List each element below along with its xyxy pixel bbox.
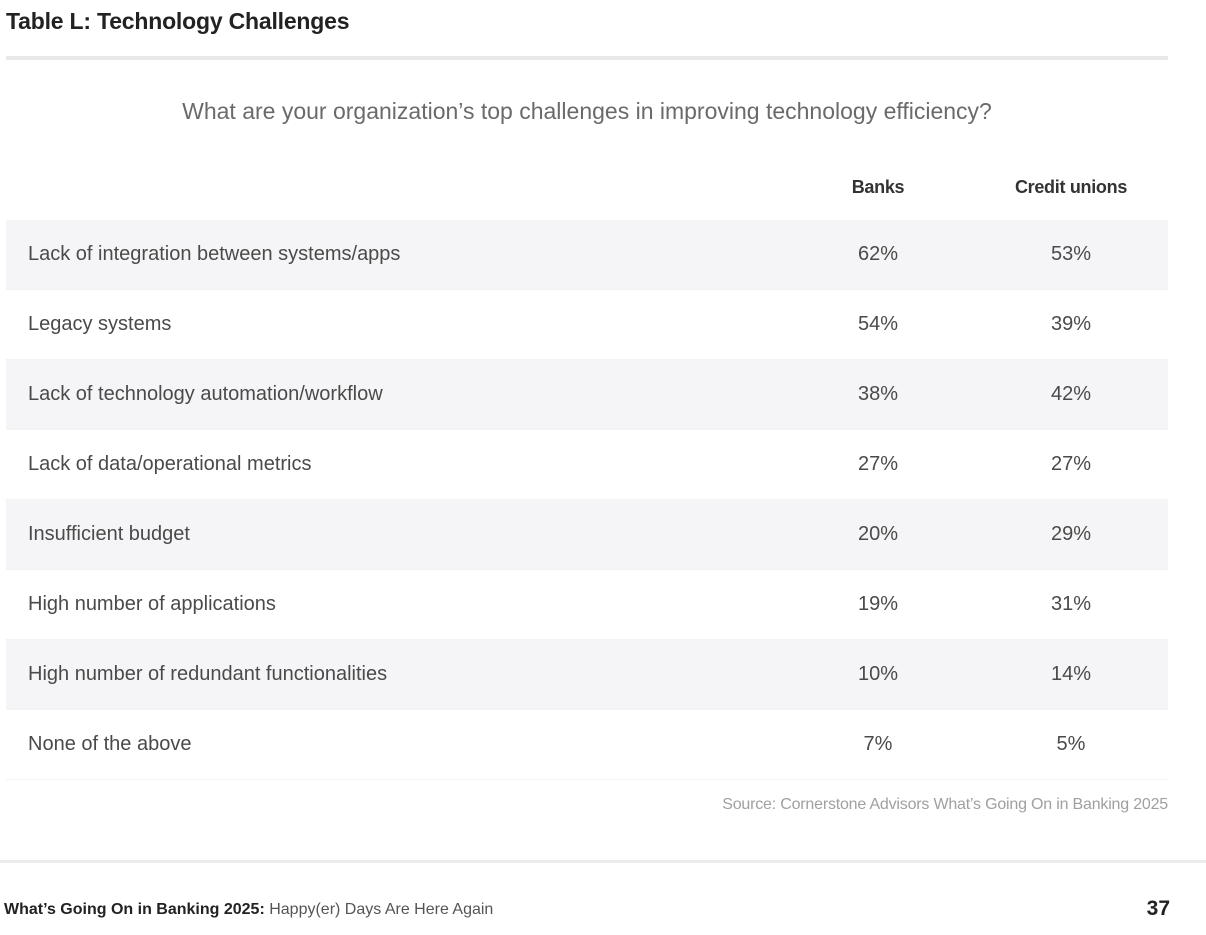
challenges-table: Banks Credit unions Lack of integration … xyxy=(6,168,1168,780)
page-title: Table L: Technology Challenges xyxy=(6,8,350,34)
banks-value: 7% xyxy=(863,733,893,755)
footer-report-title: What’s Going On in Banking 2025: Happy(e… xyxy=(4,901,493,919)
table-row: Insufficient budget 20% 29% xyxy=(6,500,1168,570)
column-header-credit-unions: Credit unions xyxy=(1014,177,1128,197)
source-note: Source: Cornerstone Advisors What’s Goin… xyxy=(722,796,1168,813)
row-label: High number of applications xyxy=(28,593,276,615)
table-row: Lack of integration between systems/apps… xyxy=(6,220,1168,290)
row-label: Lack of data/operational metrics xyxy=(28,453,312,475)
credit-unions-value: 27% xyxy=(1050,453,1092,475)
row-label: None of the above xyxy=(28,733,192,755)
table-header-row: Banks Credit unions xyxy=(6,168,1168,220)
credit-unions-value: 42% xyxy=(1050,383,1092,405)
row-label: Lack of technology automation/workflow xyxy=(28,383,383,405)
row-label: High number of redundant functionalities xyxy=(28,663,388,685)
credit-unions-value: 53% xyxy=(1050,243,1092,265)
credit-unions-value: 14% xyxy=(1050,663,1092,685)
page-number: 37 xyxy=(1146,897,1170,920)
banks-value: 10% xyxy=(857,663,899,685)
row-label: Insufficient budget xyxy=(28,523,190,545)
banks-value: 20% xyxy=(857,523,899,545)
banks-value: 27% xyxy=(857,453,899,475)
title-divider xyxy=(6,56,1168,60)
banks-value: 19% xyxy=(857,593,899,615)
footer-report-name: What’s Going On in Banking 2025: xyxy=(4,901,265,918)
table-row: Lack of technology automation/workflow 3… xyxy=(6,360,1168,430)
table-row: Lack of data/operational metrics 27% 27% xyxy=(6,430,1168,500)
credit-unions-value: 29% xyxy=(1050,523,1092,545)
credit-unions-value: 5% xyxy=(1056,733,1086,755)
credit-unions-value: 31% xyxy=(1050,593,1092,615)
table-row: Legacy systems 54% 39% xyxy=(6,290,1168,360)
table-row: None of the above 7% 5% xyxy=(6,710,1168,780)
table-row: High number of redundant functionalities… xyxy=(6,640,1168,710)
credit-unions-value: 39% xyxy=(1050,313,1092,335)
footer-subtitle: Happy(er) Days Are Here Again xyxy=(269,901,494,918)
column-header-banks: Banks xyxy=(851,177,905,197)
footer-divider xyxy=(0,860,1206,863)
row-label: Legacy systems xyxy=(28,313,172,335)
banks-value: 38% xyxy=(857,383,899,405)
survey-question: What are your organization’s top challen… xyxy=(182,98,992,124)
table-row: High number of applications 19% 31% xyxy=(6,570,1168,640)
banks-value: 62% xyxy=(857,243,899,265)
banks-value: 54% xyxy=(857,313,899,335)
row-label: Lack of integration between systems/apps xyxy=(28,243,401,265)
